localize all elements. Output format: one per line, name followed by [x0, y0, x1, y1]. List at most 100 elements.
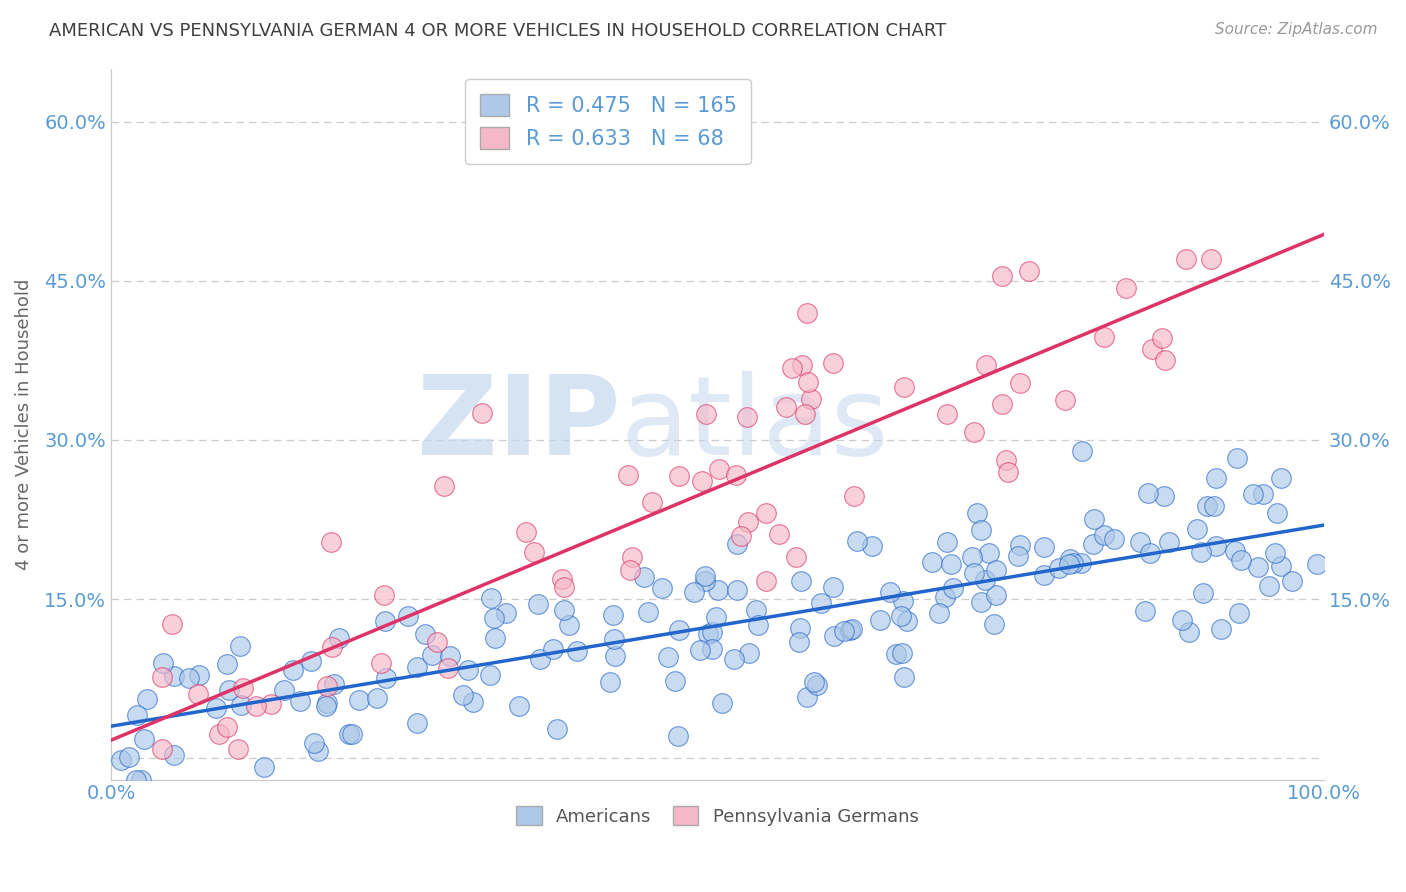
Point	[136, 691, 159, 706]
Point	[1247, 560, 1270, 574]
Point	[782, 361, 804, 376]
Point	[439, 648, 461, 663]
Point	[869, 613, 891, 627]
Point	[602, 632, 624, 647]
Point	[290, 694, 312, 708]
Point	[347, 693, 370, 707]
Legend: Americans, Pennsylvania Germans: Americans, Pennsylvania Germans	[508, 797, 928, 835]
Text: AMERICAN VS PENNSYLVANIA GERMAN 4 OR MORE VEHICLES IN HOUSEHOLD CORRELATION CHAR: AMERICAN VS PENNSYLVANIA GERMAN 4 OR MOR…	[49, 22, 946, 40]
Point	[1202, 500, 1225, 514]
Point	[1083, 512, 1105, 526]
Point	[633, 570, 655, 584]
Point	[1008, 376, 1031, 391]
Point	[1062, 557, 1084, 571]
Point	[928, 606, 950, 620]
Point	[936, 535, 959, 549]
Point	[319, 535, 342, 549]
Point	[553, 580, 575, 594]
Point	[725, 467, 748, 482]
Point	[541, 641, 564, 656]
Point	[232, 681, 254, 695]
Point	[129, 772, 152, 787]
Point	[935, 407, 957, 421]
Point	[821, 355, 844, 369]
Point	[150, 742, 173, 756]
Point	[986, 563, 1008, 577]
Point	[187, 687, 209, 701]
Point	[433, 479, 456, 493]
Point	[229, 639, 252, 653]
Point	[1049, 561, 1071, 575]
Point	[307, 743, 329, 757]
Point	[789, 621, 811, 635]
Point	[1153, 353, 1175, 368]
Point	[806, 678, 828, 692]
Point	[451, 688, 474, 702]
Point	[1071, 443, 1094, 458]
Point	[617, 467, 640, 482]
Point	[1007, 549, 1029, 563]
Point	[1018, 264, 1040, 278]
Point	[304, 736, 326, 750]
Point	[479, 591, 502, 606]
Point	[963, 425, 986, 440]
Point	[1306, 558, 1329, 572]
Point	[621, 550, 644, 565]
Point	[599, 675, 621, 690]
Point	[1152, 331, 1174, 345]
Point	[695, 408, 717, 422]
Point	[218, 683, 240, 698]
Point	[125, 772, 148, 787]
Point	[340, 727, 363, 741]
Point	[396, 608, 419, 623]
Point	[127, 708, 149, 723]
Point	[231, 698, 253, 713]
Point	[321, 640, 343, 655]
Point	[373, 588, 395, 602]
Point	[1258, 579, 1281, 593]
Point	[991, 268, 1014, 283]
Point	[666, 730, 689, 744]
Point	[406, 715, 429, 730]
Point	[832, 624, 855, 639]
Point	[966, 506, 988, 520]
Point	[619, 563, 641, 577]
Point	[1185, 522, 1208, 536]
Point	[370, 657, 392, 671]
Point	[217, 657, 239, 671]
Point	[1083, 537, 1105, 551]
Point	[529, 652, 551, 666]
Point	[508, 699, 530, 714]
Point	[299, 654, 322, 668]
Point	[1102, 533, 1125, 547]
Point	[187, 667, 209, 681]
Point	[725, 537, 748, 551]
Point	[775, 400, 797, 414]
Point	[1153, 490, 1175, 504]
Point	[711, 696, 734, 710]
Point	[406, 659, 429, 673]
Point	[796, 690, 818, 704]
Point	[723, 652, 745, 666]
Point	[1189, 545, 1212, 559]
Point	[484, 631, 506, 645]
Point	[744, 602, 766, 616]
Point	[1241, 487, 1264, 501]
Point	[374, 614, 396, 628]
Point	[893, 670, 915, 684]
Point	[941, 558, 963, 572]
Point	[283, 663, 305, 677]
Point	[413, 627, 436, 641]
Point	[693, 574, 716, 589]
Point	[482, 611, 505, 625]
Point	[842, 489, 865, 503]
Point	[755, 507, 778, 521]
Point	[704, 610, 727, 624]
Point	[1171, 613, 1194, 627]
Point	[162, 616, 184, 631]
Point	[657, 650, 679, 665]
Point	[550, 572, 572, 586]
Point	[1157, 535, 1180, 549]
Point	[1227, 607, 1250, 621]
Point	[1223, 544, 1246, 558]
